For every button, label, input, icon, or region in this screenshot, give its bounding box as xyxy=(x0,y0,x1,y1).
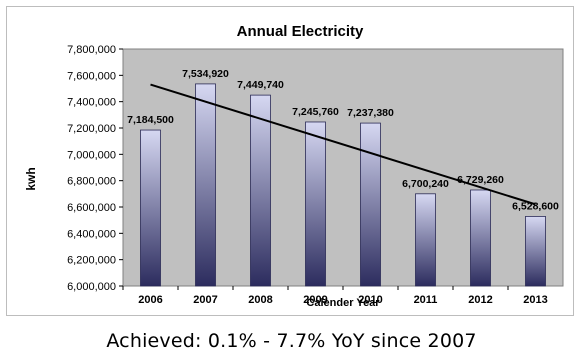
bar-2006 xyxy=(140,129,161,287)
bar-2010 xyxy=(360,122,381,287)
data-label-2013: 6,528,600 xyxy=(512,200,559,212)
y-axis-label: kwh xyxy=(24,167,38,190)
data-label-2009: 7,245,760 xyxy=(292,106,339,118)
x-tick-label: 2011 xyxy=(414,294,438,306)
x-tick-label: 2006 xyxy=(138,294,162,306)
y-tick-label: 6,200,000 xyxy=(67,255,116,267)
y-tick-label: 7,800,000 xyxy=(67,44,116,56)
data-label-2006: 7,184,500 xyxy=(127,114,174,126)
y-tick-label: 6,600,000 xyxy=(67,202,116,214)
x-tick-label: 2007 xyxy=(193,294,217,306)
achievement-caption: Achieved: 0.1% - 7.7% YoY since 2007 xyxy=(106,330,477,352)
y-tick-label: 6,800,000 xyxy=(67,176,116,188)
x-axis-label: Calender Year xyxy=(306,297,380,309)
y-tick-label: 7,200,000 xyxy=(67,123,116,135)
plot-area xyxy=(122,48,564,287)
y-tick-label: 7,600,000 xyxy=(67,70,116,82)
data-label-2011: 6,700,240 xyxy=(402,178,449,190)
bar-chart: Annual Electricity 6,000,000 6,200,000 6,4… xyxy=(24,23,564,309)
chart-frame: Annual Electricity 6,000,000 6,200,000 6,4… xyxy=(6,6,574,316)
data-label-2007: 7,534,920 xyxy=(182,68,229,80)
data-label-2012: 6,729,260 xyxy=(457,174,504,186)
bar-2013 xyxy=(525,216,546,287)
bar-2007 xyxy=(195,83,216,287)
y-tick-label: 7,400,000 xyxy=(67,97,116,109)
bar-2008 xyxy=(250,94,271,287)
x-tick-label: 2010 xyxy=(358,294,382,306)
y-tick-label: 7,000,000 xyxy=(67,149,116,161)
data-label-2010: 7,237,380 xyxy=(347,107,394,119)
y-tick-label: 6,400,000 xyxy=(67,228,116,240)
chart-title: Annual Electricity xyxy=(237,23,364,40)
x-tick-label: 2008 xyxy=(248,294,272,306)
bar-2009 xyxy=(305,121,326,287)
y-tick-label: 6,000,000 xyxy=(67,281,116,293)
x-tick-label: 2012 xyxy=(468,294,492,306)
x-tick-label: 2013 xyxy=(523,294,547,306)
x-tick-label: 2009 xyxy=(303,294,327,306)
data-label-2008: 7,449,740 xyxy=(237,79,284,91)
trendline xyxy=(150,83,536,206)
bar-2012 xyxy=(470,189,491,287)
bar-2011 xyxy=(415,193,436,287)
